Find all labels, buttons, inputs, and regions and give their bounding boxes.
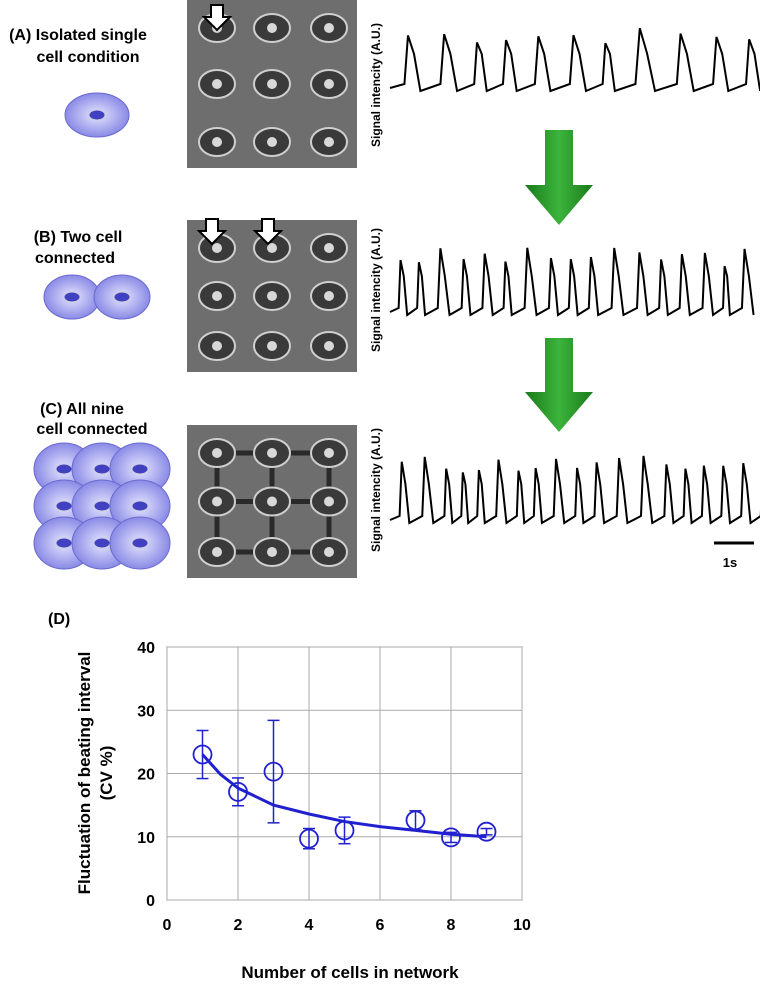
cell-nucleus [131,463,149,475]
signal-trace [389,247,755,317]
x-axis-label: Number of cells in network [241,963,459,982]
error-bar [480,827,493,836]
green-arrow [525,338,593,432]
panel-title: cell condition [36,49,139,66]
micro-nucleus [267,137,277,147]
chart: (D) 0 10 20 30 40 0 2 4 6 8 10 Number of cells in ne… [48,611,531,982]
micro-nucleus [212,79,222,89]
x-tick-label: 8 [447,917,456,934]
data-point [299,828,319,849]
micro-nucleus [267,79,277,89]
cell-nucleus [93,537,111,549]
pointer-arrow [201,4,233,32]
signal-trace [389,27,760,93]
micro-nucleus [324,341,334,351]
data-point [192,744,213,765]
scale-label: 1s [723,555,737,570]
cell-nucleus [63,291,81,303]
error-bar [445,831,457,844]
y-tick-label: 30 [137,703,155,720]
micro-nucleus [212,496,222,507]
cell-nucleus [88,109,106,121]
pointer-arrow [252,218,284,246]
signal-label: Signal intencity (A.U.) [369,23,383,147]
micro-nucleus [267,448,277,458]
cell-nucleus [55,500,73,512]
micro-nucleus [212,137,222,147]
micro-nucleus [267,23,277,33]
micro-nucleus [324,496,334,507]
cell-nucleus [113,291,131,303]
y-axis-label: (CV %) [97,746,116,801]
y-tick-label: 0 [146,893,155,910]
x-tick-label: 0 [163,917,172,934]
micro-nucleus [212,448,222,458]
x-tick-label: 2 [234,917,243,934]
cell-nucleus [131,537,149,549]
micro-nucleus [267,547,277,557]
micro-nucleus [267,341,277,351]
micro-nucleus [212,341,222,351]
micro-nucleus [324,547,334,557]
y-tick-label: 40 [137,640,155,657]
data-point [441,827,461,848]
y-axis-label: Fluctuation of beating interval [75,652,94,895]
x-tick-label: 10 [513,917,531,934]
x-tick-label: 6 [376,917,385,934]
micro-nucleus [324,137,334,147]
panel-title: (C) All nine [40,401,124,418]
panel-title: cell connected [36,421,147,438]
signal-label: Signal intencity (A.U.) [369,428,383,552]
green-arrow [525,130,593,225]
micro-nucleus [324,291,334,301]
cell-nucleus [131,500,149,512]
data-point [476,821,497,842]
signal-trace [389,455,760,525]
decor [33,0,760,578]
cell-nucleus [55,537,73,549]
panel-title: (B) Two cell [34,229,123,246]
cell-nucleus [93,500,111,512]
micro-nucleus [324,79,334,89]
pointer-arrow [196,218,228,246]
data-point [263,761,284,782]
x-tick-label: 4 [305,917,314,934]
micro-nucleus [267,243,277,253]
cell-nucleus [93,463,111,475]
error-bar [196,729,209,780]
cell-nucleus [55,463,73,475]
micro-nucleus [324,243,334,253]
micro-nucleus [212,243,222,253]
micro-nucleus [212,547,222,557]
panel-title: (A) Isolated single [9,27,147,44]
micro-nucleus [267,291,277,301]
micro-nucleus [324,448,334,458]
data-point [334,820,355,841]
panel-label: (D) [48,611,70,628]
data-point [228,781,248,802]
y-tick-label: 10 [137,830,155,847]
data-point [405,810,426,831]
micro-nucleus [324,23,334,33]
error-bar [409,810,422,831]
fit-curve [201,753,487,839]
micro-nucleus [212,291,222,301]
error-bar [267,719,280,824]
micro-nucleus [267,496,277,507]
panel-title: connected [35,250,115,267]
signal-label: Signal intencity (A.U.) [369,228,383,352]
y-tick-label: 20 [137,767,155,784]
error-bar [303,827,315,850]
